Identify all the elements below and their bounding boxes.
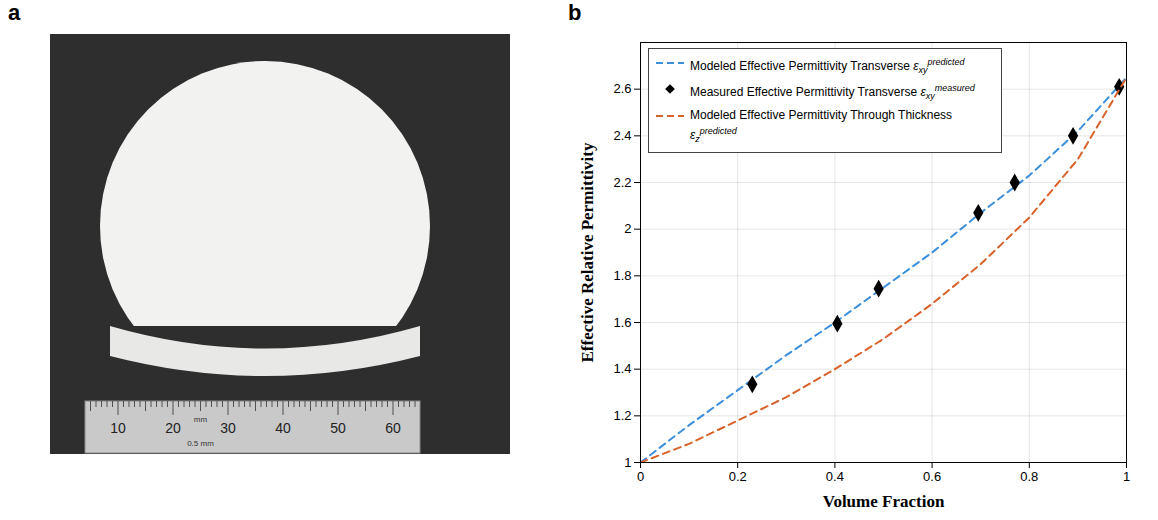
svg-text:1.8: 1.8: [613, 268, 631, 283]
svg-text:1.4: 1.4: [613, 361, 631, 376]
svg-text:0.6: 0.6: [923, 469, 941, 484]
html-text:predicted: predicted: [699, 125, 737, 136]
svg-text:0.2: 0.2: [729, 469, 747, 484]
svg-text:20: 20: [165, 420, 181, 436]
svg-text:1.6: 1.6: [613, 315, 631, 330]
html-text:Measured Effective Permittivit: Measured Effective Permittivity Transver…: [690, 85, 935, 102]
svg-text:2.6: 2.6: [613, 81, 631, 96]
svg-text:Volume Fraction: Volume Fraction: [823, 492, 945, 511]
html-text:b: b: [568, 0, 582, 25]
svg-text:40: 40: [275, 420, 291, 436]
svg-text:1: 1: [1123, 469, 1130, 484]
html-text:a: a: [8, 0, 21, 25]
svg-text:2.2: 2.2: [613, 175, 631, 190]
svg-text:1.2: 1.2: [613, 408, 631, 423]
html-text:Modeled Effective Permittivity: Modeled Effective Permittivity Through T…: [690, 107, 953, 122]
svg-text:0.5 mm: 0.5 mm: [187, 439, 214, 448]
svg-text:0: 0: [637, 469, 644, 484]
svg-text:50: 50: [330, 420, 346, 436]
svg-text:mm: mm: [194, 415, 208, 424]
svg-text:2.4: 2.4: [613, 128, 631, 143]
svg-text:30: 30: [220, 420, 236, 436]
svg-text:Effective Relative Permittivit: Effective Relative Permittivity: [578, 142, 597, 362]
html-text:Modeled Effective Permittivity: Modeled Effective Permittivity Transvers…: [690, 59, 928, 76]
svg-text:1: 1: [624, 455, 631, 470]
svg-text:0.8: 0.8: [1020, 469, 1038, 484]
svg-text:10: 10: [110, 420, 126, 436]
svg-text:0.4: 0.4: [826, 469, 844, 484]
svg-text:60: 60: [385, 420, 401, 436]
svg-text:2: 2: [624, 221, 631, 236]
html-text:predicted: predicted: [927, 57, 965, 67]
html-text:measured: measured: [934, 83, 975, 94]
html-text:εz: εz: [690, 127, 700, 145]
